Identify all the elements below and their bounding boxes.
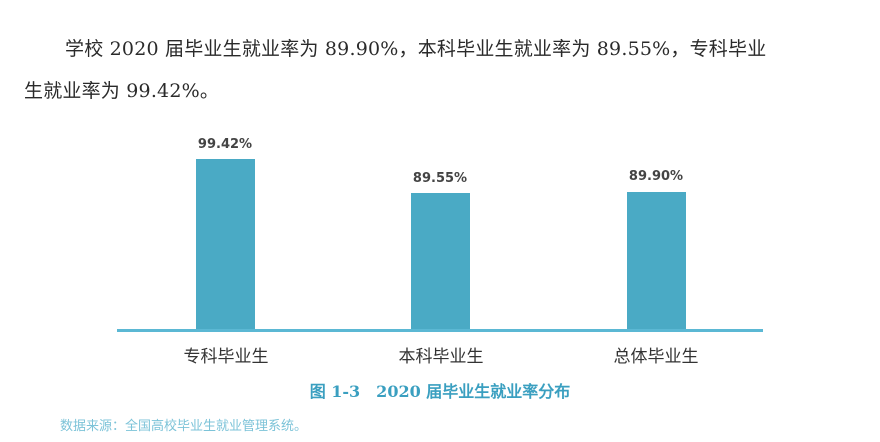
value-label-benke: 89.55% bbox=[412, 171, 468, 186]
bar-zhuanke bbox=[196, 159, 255, 330]
data-source-note: 数据来源：全国高校毕业生就业管理系统。 bbox=[60, 419, 308, 434]
category-label-benke: 本科毕业生 bbox=[398, 347, 484, 367]
bar-benke bbox=[411, 193, 470, 330]
value-label-zhuanke: 99.42% bbox=[197, 137, 253, 152]
bar-zongti bbox=[627, 192, 686, 330]
x-axis-line bbox=[117, 329, 763, 332]
body-paragraph-line-1: 学校 2020 届毕业生就业率为 89.90%，本科毕业生就业率为 89.55%… bbox=[65, 38, 767, 60]
figure-caption: 图 1-3 2020 届毕业生就业率分布 bbox=[309, 382, 571, 401]
category-label-zhuanke: 专科毕业生 bbox=[183, 347, 269, 367]
category-label-zongti: 总体毕业生 bbox=[613, 347, 699, 367]
body-paragraph-line-2: 生就业率为 99.42%。 bbox=[24, 80, 220, 102]
value-label-zongti: 89.90% bbox=[628, 169, 684, 184]
